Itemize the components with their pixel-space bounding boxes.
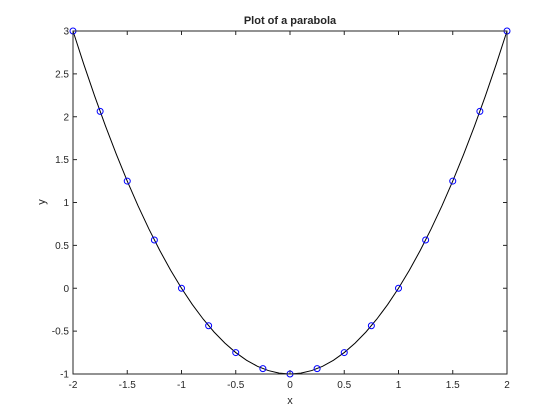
x-tick-label: 1.5 (446, 380, 460, 391)
series-markers (69, 27, 511, 378)
y-tick-label: 2.5 (55, 69, 69, 80)
plot-area (73, 31, 507, 374)
data-point-marker (340, 349, 348, 357)
x-tick-label: -0.5 (227, 380, 245, 391)
data-point-marker (395, 284, 402, 292)
data-point-marker (178, 284, 185, 292)
x-tick-label: 0 (287, 380, 293, 391)
data-point-marker (259, 365, 267, 373)
data-point-marker (96, 107, 104, 115)
y-tick-label: 3 (63, 27, 69, 38)
axes-box (72, 30, 508, 375)
y-axis-ticks: -1 -0.5 0 0.5 1 1.5 2 2.5 3 (52, 27, 507, 381)
y-tick-label: 1 (63, 198, 69, 209)
data-point-marker (313, 365, 321, 373)
x-tick-label: -1 (177, 380, 186, 391)
data-point-marker (232, 349, 240, 357)
x-tick-label: 1 (396, 380, 402, 391)
x-axis-label: x (287, 395, 293, 407)
y-tick-label: 1.5 (55, 155, 69, 166)
data-point-marker (205, 322, 213, 330)
x-tick-label: 2 (504, 380, 510, 391)
y-axis-label: y (36, 199, 48, 205)
y-tick-label: 0 (63, 284, 69, 295)
data-point-marker (367, 322, 375, 330)
data-point-marker (150, 236, 158, 244)
data-point-marker (476, 107, 484, 115)
y-tick-label: 2 (63, 112, 69, 123)
x-tick-label: -2 (69, 380, 78, 391)
data-point-marker (422, 236, 430, 244)
chart-title: Plot of a parabola (244, 15, 337, 27)
x-tick-label: 0.5 (337, 380, 351, 391)
y-tick-label: -0.5 (52, 327, 70, 338)
y-tick-label: 0.5 (55, 241, 69, 252)
data-point-marker (123, 177, 131, 185)
data-point-marker (449, 177, 457, 185)
x-tick-label: -1.5 (119, 380, 137, 391)
y-tick-label: -1 (60, 370, 69, 381)
